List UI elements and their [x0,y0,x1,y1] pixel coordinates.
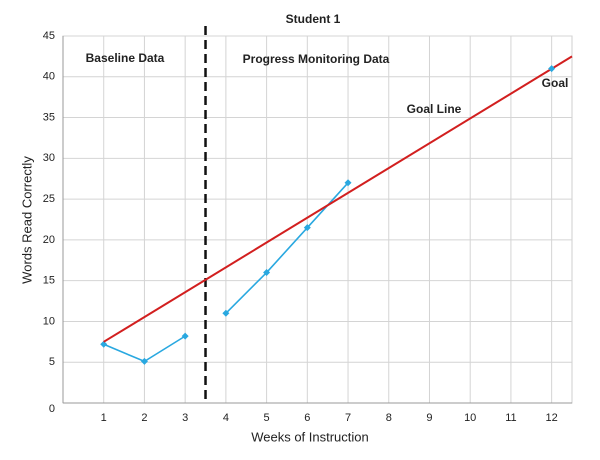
x-tick-label: 4 [223,412,229,424]
x-tick-label: 6 [304,412,310,424]
series-label: Baseline Data [86,51,165,65]
y-tick-label: 5 [49,356,55,368]
series-line [225,182,349,314]
x-tick-label: 10 [464,412,476,424]
series-label: Goal Line [407,102,462,116]
chart-title: Student 1 [286,12,341,26]
x-tick-label: 11 [505,412,516,424]
data-point [548,65,556,73]
series-label: Progress Monitoring Data [243,52,390,66]
data-point [344,179,352,187]
data-point [263,269,271,277]
x-axis-label: Weeks of Instruction [251,429,369,444]
y-tick-label: 40 [43,71,55,83]
x-tick-label: 8 [386,412,392,424]
x-tick-label: 5 [264,412,270,424]
data-point [181,332,189,340]
y-tick-label: 15 [43,275,55,287]
y-tick-label: 35 [43,111,55,123]
x-tick-label: 9 [426,412,432,424]
y-tick-label: 10 [43,315,55,327]
data-point [222,309,230,317]
y-tick-label: 45 [43,30,55,42]
data-point [100,340,108,348]
y-axis-label: Words Read Correctly [19,156,34,284]
x-tick-label: 7 [345,412,351,424]
y-tick-label: 25 [43,193,55,205]
x-tick-label: 3 [182,412,188,424]
y-tick-label: 20 [43,234,55,246]
x-tick-label: 1 [101,412,107,424]
data-point [140,357,148,365]
series-label: Goal [542,76,569,90]
data-point [303,224,311,232]
series-line [103,55,573,343]
x-tick-label: 12 [546,412,558,424]
x-tick-label: 2 [141,412,147,424]
plot-frame [62,35,573,404]
y-tick-label: 30 [43,152,55,164]
y-tick-label: 0 [49,403,55,415]
